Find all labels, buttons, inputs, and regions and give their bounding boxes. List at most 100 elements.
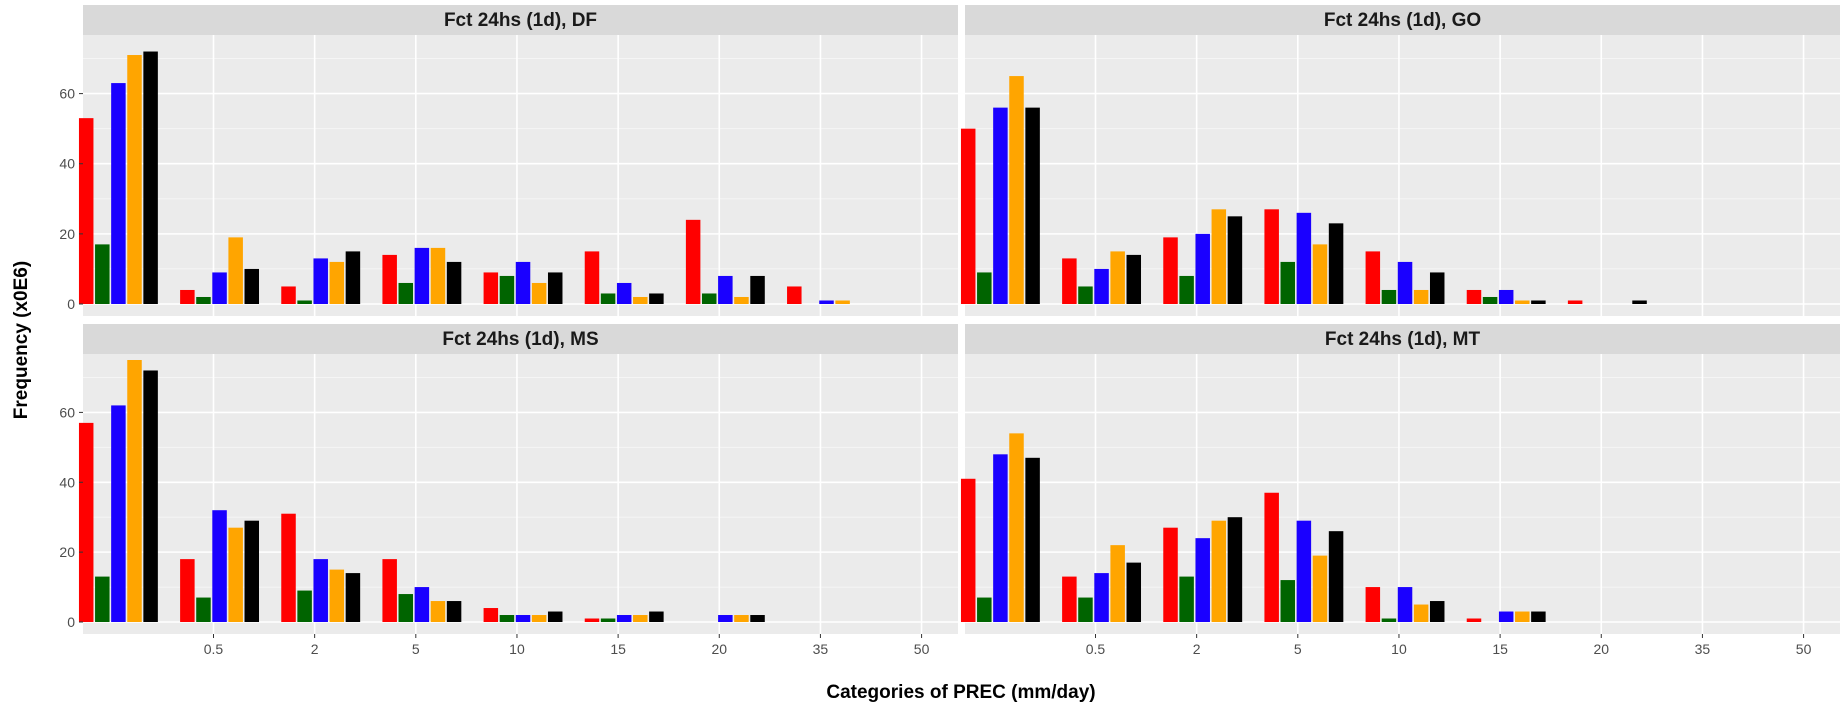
bar xyxy=(718,275,733,304)
bar xyxy=(1280,261,1296,304)
y-tick-label: 0 xyxy=(67,296,75,312)
bar xyxy=(734,296,749,304)
bar xyxy=(1062,576,1077,622)
bar xyxy=(196,597,211,622)
bar xyxy=(281,513,296,622)
bar xyxy=(281,286,296,304)
panel-title: Fct 24hs (1d), MT xyxy=(1325,329,1481,350)
bar xyxy=(1429,272,1445,304)
x-tick-label: 10 xyxy=(1391,641,1407,657)
bar xyxy=(414,587,430,622)
bar xyxy=(616,615,632,622)
bar xyxy=(1312,555,1328,622)
y-tick-label: 20 xyxy=(59,226,75,242)
panel-strip xyxy=(83,324,958,354)
panel-title: Fct 24hs (1d), GO xyxy=(1324,10,1481,31)
bar xyxy=(960,128,976,304)
bar xyxy=(1025,457,1040,622)
bar xyxy=(547,611,563,622)
bar xyxy=(1498,611,1514,622)
bar xyxy=(382,559,397,622)
y-tick-label: 20 xyxy=(59,544,75,560)
bar xyxy=(1397,587,1413,622)
bar xyxy=(127,55,142,304)
bar xyxy=(1466,618,1482,622)
y-tick-label: 60 xyxy=(59,404,75,420)
bar xyxy=(1397,261,1413,304)
x-tick-label: 20 xyxy=(1593,641,1609,657)
bar xyxy=(547,272,563,304)
bar xyxy=(993,454,1008,622)
bar xyxy=(787,286,802,304)
bar xyxy=(515,261,531,304)
bar xyxy=(1211,520,1227,622)
bar xyxy=(1466,289,1482,304)
bar xyxy=(977,597,992,622)
bar xyxy=(1126,562,1142,622)
x-tick-label: 50 xyxy=(1796,641,1812,657)
bar xyxy=(345,573,361,622)
bar xyxy=(960,478,976,622)
bar xyxy=(1110,251,1125,304)
bar xyxy=(701,293,717,304)
x-tick-label: 10 xyxy=(509,641,525,657)
bar xyxy=(750,615,765,622)
bar xyxy=(180,289,195,304)
bar xyxy=(329,261,345,304)
bar xyxy=(633,615,648,622)
bar xyxy=(1094,268,1109,304)
bar xyxy=(313,258,328,304)
bar xyxy=(345,251,361,304)
y-tick-label: 40 xyxy=(59,156,75,172)
bar xyxy=(1413,289,1429,304)
y-tick-label: 60 xyxy=(59,86,75,102)
x-tick-label: 35 xyxy=(813,641,829,657)
bar xyxy=(1328,531,1344,622)
bar xyxy=(685,219,701,304)
panel-strip xyxy=(965,5,1840,35)
bar xyxy=(180,559,195,622)
bar xyxy=(584,251,600,304)
x-tick-label: 0.5 xyxy=(1086,641,1106,657)
panel-strip xyxy=(965,324,1840,354)
bar xyxy=(1227,517,1243,622)
bar xyxy=(1280,580,1296,622)
bar xyxy=(1498,289,1514,304)
bar xyxy=(1009,76,1024,304)
x-tick-label: 20 xyxy=(711,641,727,657)
bar xyxy=(499,615,515,622)
bar xyxy=(1482,296,1498,304)
bar xyxy=(1531,300,1546,304)
bar xyxy=(1515,611,1530,622)
bar xyxy=(819,300,834,304)
bar xyxy=(1078,286,1093,304)
bar xyxy=(111,405,126,622)
bar xyxy=(1413,604,1429,622)
bar xyxy=(1365,587,1381,622)
bar xyxy=(633,296,648,304)
bar xyxy=(1211,209,1227,304)
bar xyxy=(1429,601,1445,622)
bar xyxy=(734,615,749,622)
bar xyxy=(111,83,126,304)
bar xyxy=(1312,244,1328,304)
y-axis-title: Frequency (x0E6) xyxy=(11,261,32,419)
bar xyxy=(1365,251,1381,304)
bar xyxy=(1195,233,1210,304)
bar xyxy=(531,282,547,304)
bar xyxy=(1296,520,1312,622)
bar xyxy=(616,282,632,304)
bar xyxy=(1179,576,1194,622)
bar xyxy=(78,422,94,622)
bar xyxy=(1531,611,1546,622)
bar xyxy=(382,254,397,304)
bar xyxy=(1227,216,1243,304)
bar xyxy=(446,601,462,622)
bar xyxy=(515,615,531,622)
x-tick-label: 50 xyxy=(914,641,930,657)
bar xyxy=(1094,573,1109,622)
bar xyxy=(329,569,345,622)
bar xyxy=(1025,107,1040,304)
bar xyxy=(483,272,499,304)
